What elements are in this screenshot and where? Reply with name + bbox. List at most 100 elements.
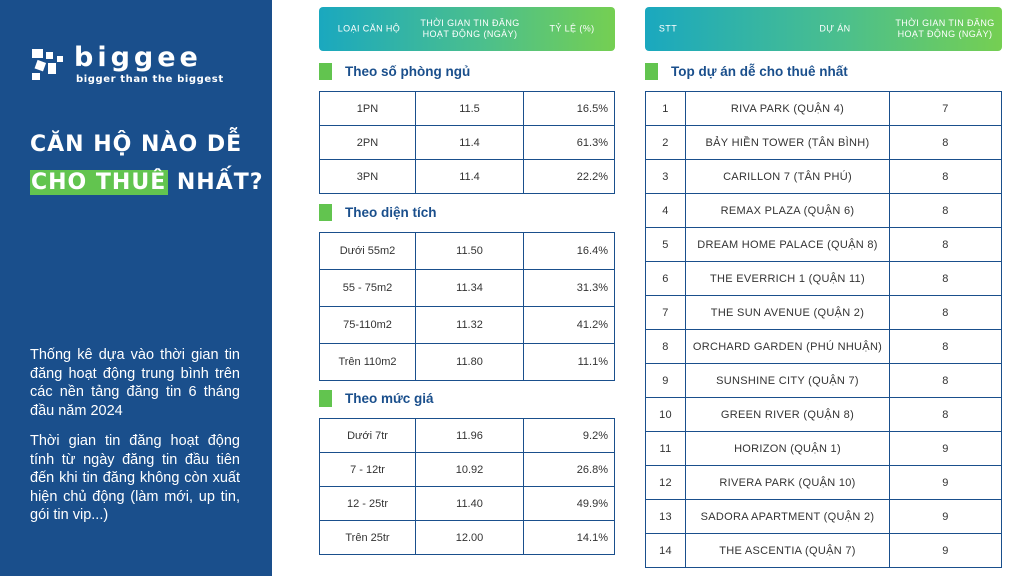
section-marker [319, 204, 332, 221]
table-cell: 11.4 [415, 159, 524, 194]
table-cell: Trên 25tr [319, 520, 416, 555]
table-row: 9 SUNSHINE CITY (QUẬN 7) 8 [645, 363, 1002, 398]
header-project: DỰ ÁN [819, 23, 851, 34]
table-cell: 9.2% [523, 418, 615, 453]
table-row: Dưới 7tr 11.96 9.2% [319, 418, 615, 453]
table-cell: 2PN [319, 125, 416, 160]
header-active-time: THỜI GIAN TIN ĐĂNG HOẠT ĐỘNG (NGÀY) [420, 18, 520, 39]
brand-logo: biggee bigger than the biggest [30, 42, 250, 88]
section-marker [645, 63, 658, 80]
section-title: Theo mức giá [345, 391, 434, 406]
table-cell: 5 [645, 227, 686, 262]
table-cell: 7 [645, 295, 686, 330]
table-row: 12 RIVERA PARK (QUẬN 10) 9 [645, 465, 1002, 500]
table-cell: 9 [889, 465, 1002, 500]
table-cell: 11.32 [415, 306, 524, 344]
table-cell: 12 [645, 465, 686, 500]
title-line-2: CHO THUÊ NHẤT? [30, 164, 264, 202]
table-cell: THE ASCENTIA (QUẬN 7) [685, 533, 890, 568]
table-row: 11 HORIZON (QUẬN 1) 9 [645, 431, 1002, 466]
description-paragraph-2: Thời gian tin đăng hoạt động tính từ ngà… [30, 433, 240, 523]
table-cell: 1PN [319, 91, 416, 126]
table-cell: RIVA PARK (QUẬN 4) [685, 91, 890, 126]
table-cell: 14 [645, 533, 686, 568]
table-cell: 12.00 [415, 520, 524, 555]
left-panel: biggee bigger than the biggest CĂN HỘ NÀ… [0, 0, 272, 576]
table-row: 3PN 11.4 22.2% [319, 159, 615, 194]
table-row: Trên 25tr 12.00 14.1% [319, 520, 615, 555]
table-cell: 7 - 12tr [319, 452, 416, 487]
table-cell: 6 [645, 261, 686, 296]
table-cell: 8 [889, 193, 1002, 228]
table-row: 3 CARILLON 7 (TÂN PHÚ) 8 [645, 159, 1002, 194]
header-stt: STT [658, 23, 678, 34]
table-row: 6 THE EVERRICH 1 (QUẬN 11) 8 [645, 261, 1002, 296]
table-cell: 9 [889, 499, 1002, 534]
table-row: 75-110m2 11.32 41.2% [319, 306, 615, 344]
biggee-logo-icon [32, 49, 63, 80]
table-cell: 3PN [319, 159, 416, 194]
table-cell: 26.8% [523, 452, 615, 487]
table-cell: Dưới 55m2 [319, 232, 416, 270]
section-marker [319, 390, 332, 407]
table-cell: 8 [645, 329, 686, 364]
table-cell: 8 [889, 397, 1002, 432]
table-cell: THE SUN AVENUE (QUẬN 2) [685, 295, 890, 330]
table-cell: Dưới 7tr [319, 418, 416, 453]
table-cell: 11.1% [523, 343, 615, 381]
table-cell: 8 [889, 261, 1002, 296]
table-cell: 11.5 [415, 91, 524, 126]
table-cell: ORCHARD GARDEN (PHÚ NHUẬN) [685, 329, 890, 364]
table-row: 5 DREAM HOME PALACE (QUẬN 8) 8 [645, 227, 1002, 262]
table-row: 12 - 25tr 11.40 49.9% [319, 486, 615, 521]
description-paragraph-1: Thống kê dựa vào thời gian tin đăng hoạt… [30, 347, 240, 419]
table-cell: 4 [645, 193, 686, 228]
table-row: 1PN 11.5 16.5% [319, 91, 615, 126]
table-cell: 55 - 75m2 [319, 269, 416, 307]
table-cell: 9 [889, 431, 1002, 466]
table-cell: BẢY HIỀN TOWER (TÂN BÌNH) [685, 125, 890, 160]
table-cell: Trên 110m2 [319, 343, 416, 381]
apartment-table-header: LOẠI CĂN HỘ THỜI GIAN TIN ĐĂNG HOẠT ĐỘNG… [319, 7, 615, 51]
table-cell: 13 [645, 499, 686, 534]
top-projects-table: 1 RIVA PARK (QUẬN 4) 7 2 BẢY HIỀN TOWER (TÂ… [645, 91, 1002, 568]
section-title: Top dự án dễ cho thuê nhất [671, 64, 848, 79]
table-row: Trên 110m2 11.80 11.1% [319, 343, 615, 381]
table-row: 7 - 12tr 10.92 26.8% [319, 452, 615, 487]
table-cell: 9 [645, 363, 686, 398]
table-row: 14 THE ASCENTIA (QUẬN 7) 9 [645, 533, 1002, 568]
bedrooms-table: 1PN 11.5 16.5% 2PN 11.4 61.3% 3PN 11.4 2… [319, 91, 615, 194]
table-row: Dưới 55m2 11.50 16.4% [319, 232, 615, 270]
table-cell: 8 [889, 159, 1002, 194]
brand-name: biggee [74, 42, 202, 73]
table-row: 4 REMAX PLAZA (QUẬN 6) 8 [645, 193, 1002, 228]
table-cell: 11.34 [415, 269, 524, 307]
table-cell: HORIZON (QUẬN 1) [685, 431, 890, 466]
table-cell: 11.4 [415, 125, 524, 160]
table-row: 7 THE SUN AVENUE (QUẬN 2) 8 [645, 295, 1002, 330]
table-cell: DREAM HOME PALACE (QUẬN 8) [685, 227, 890, 262]
table-row: 2 BẢY HIỀN TOWER (TÂN BÌNH) 8 [645, 125, 1002, 160]
table-row: 10 GREEN RIVER (QUẬN 8) 8 [645, 397, 1002, 432]
table-cell: 8 [889, 125, 1002, 160]
title-rest: NHẤT? [168, 170, 264, 195]
title-highlight: CHO THUÊ [30, 170, 169, 195]
project-table-header: STT DỰ ÁN THỜI GIAN TIN ĐĂNG HOẠT ĐỘNG (… [645, 7, 1002, 51]
header-ratio: TỶ LỆ (%) [549, 23, 595, 34]
table-cell: 7 [889, 91, 1002, 126]
table-cell: 11 [645, 431, 686, 466]
table-cell: 1 [645, 91, 686, 126]
table-cell: GREEN RIVER (QUẬN 8) [685, 397, 890, 432]
table-cell: 14.1% [523, 520, 615, 555]
header-apartment-type: LOẠI CĂN HỘ [337, 23, 401, 34]
table-row: 8 ORCHARD GARDEN (PHÚ NHUẬN) 8 [645, 329, 1002, 364]
table-row: 13 SADORA APARTMENT (QUẬN 2) 9 [645, 499, 1002, 534]
table-cell: 16.5% [523, 91, 615, 126]
section-title: Theo diện tích [345, 205, 437, 220]
table-cell: 11.40 [415, 486, 524, 521]
table-cell: 11.50 [415, 232, 524, 270]
table-cell: CARILLON 7 (TÂN PHÚ) [685, 159, 890, 194]
table-cell: 2 [645, 125, 686, 160]
table-cell: RIVERA PARK (QUẬN 10) [685, 465, 890, 500]
table-cell: THE EVERRICH 1 (QUẬN 11) [685, 261, 890, 296]
